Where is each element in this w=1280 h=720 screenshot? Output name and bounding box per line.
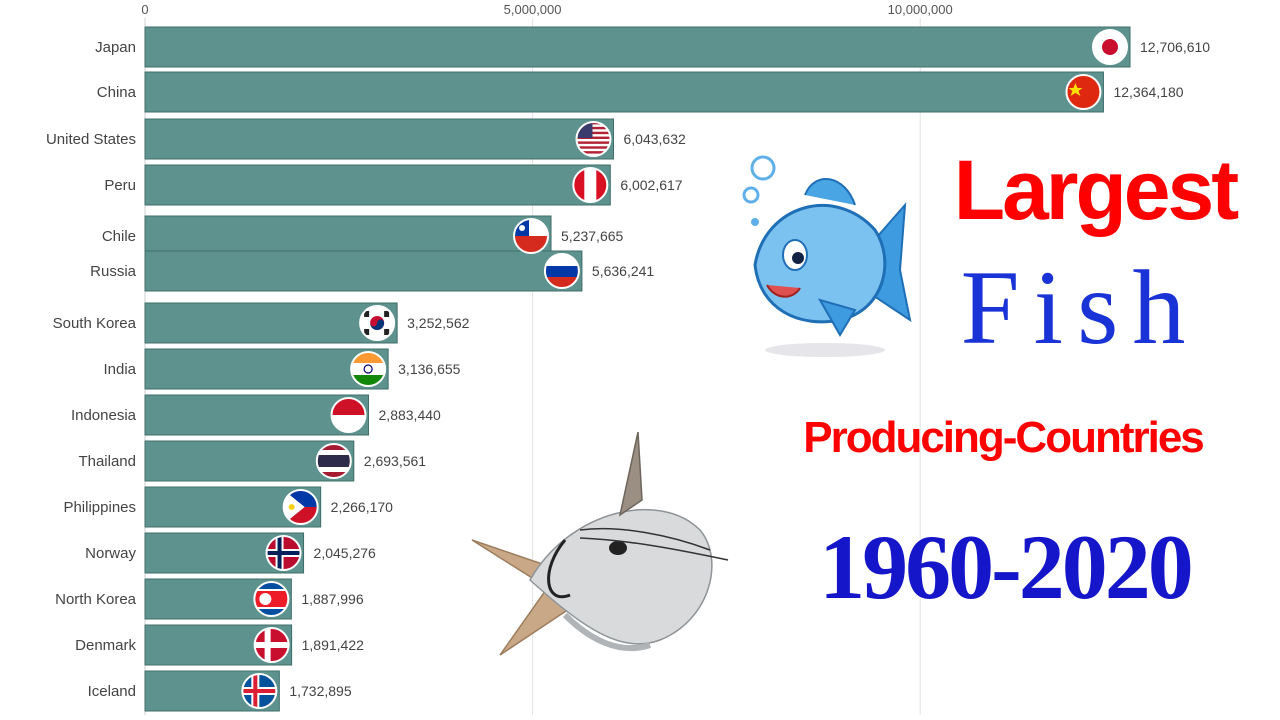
bars (144, 26, 1131, 712)
flag-north-korea-icon (253, 581, 290, 617)
flag-denmark-icon (253, 627, 290, 663)
value-labels: 12,706,610 12,364,180 6,043,632 6,002,617 5,… (289, 39, 1210, 699)
category-label: South Korea (53, 315, 137, 332)
flag-philippines-icon (282, 489, 319, 525)
flag-japan-icon (1092, 29, 1128, 65)
x-tick-label: 5,000,000 (504, 2, 562, 17)
category-label: Iceland (88, 683, 136, 700)
value-label: 6,043,632 (623, 131, 685, 147)
flag-south-korea-icon (359, 305, 396, 341)
title-line-2: Fish (960, 249, 1200, 366)
value-label: 12,706,610 (1140, 39, 1210, 55)
value-label: 2,045,276 (314, 545, 376, 561)
category-label: Chile (102, 228, 136, 245)
value-label: 3,136,655 (398, 361, 460, 377)
category-label: Denmark (75, 637, 136, 654)
flag-peru-icon (572, 167, 609, 203)
value-label: 12,364,180 (1113, 84, 1183, 100)
x-tick-label: 0 (141, 2, 148, 17)
category-label: India (103, 361, 136, 378)
category-label: Russia (90, 263, 137, 280)
category-label: Peru (104, 177, 136, 194)
bar (144, 348, 389, 390)
category-label: United States (46, 131, 136, 148)
value-label: 5,237,665 (561, 228, 623, 244)
value-label: 2,693,561 (364, 453, 426, 469)
bar (144, 215, 552, 257)
flag-usa-icon (575, 121, 612, 157)
value-label: 1,887,996 (301, 591, 363, 607)
flag-chile-icon (513, 218, 550, 254)
title-line-3: Producing-Countries (803, 413, 1205, 462)
value-label: 6,002,617 (620, 177, 682, 193)
bar (144, 250, 583, 292)
flag-thailand-icon (315, 443, 352, 479)
title-line-1: Largest (953, 143, 1239, 237)
category-label: Thailand (78, 453, 136, 470)
cartoon-fish-icon (742, 155, 912, 357)
flag-china-icon (1065, 74, 1102, 110)
value-label: 5,636,241 (592, 263, 654, 279)
category-labels: Japan China United States Peru Chile Russia So… (46, 39, 137, 700)
bar (144, 164, 611, 206)
bar (144, 26, 1131, 68)
flag-russia-icon (543, 253, 580, 289)
value-label: 1,732,895 (289, 683, 351, 699)
category-label: Japan (95, 39, 136, 56)
category-label: Indonesia (71, 407, 137, 424)
category-label: Norway (85, 545, 136, 562)
x-axis-ticks: 0 5,000,000 10,000,000 (141, 2, 952, 17)
flag-iceland-icon (241, 673, 278, 709)
x-tick-label: 10,000,000 (888, 2, 953, 17)
category-label: Philippines (63, 499, 136, 516)
flag-norway-icon (265, 535, 302, 571)
catfish-icon (471, 431, 729, 656)
bar (144, 71, 1104, 113)
value-label: 3,252,562 (407, 315, 469, 331)
value-label: 2,266,170 (331, 499, 393, 515)
value-label: 1,891,422 (302, 637, 364, 653)
value-label: 2,883,440 (379, 407, 441, 423)
flag-indonesia-icon (330, 397, 367, 433)
bar (144, 302, 398, 344)
title-line-4: 1960-2020 (819, 516, 1194, 618)
flags (241, 29, 1128, 709)
bar (144, 118, 614, 160)
category-label: China (97, 84, 137, 101)
flag-india-icon (350, 351, 387, 387)
category-label: North Korea (55, 591, 137, 608)
